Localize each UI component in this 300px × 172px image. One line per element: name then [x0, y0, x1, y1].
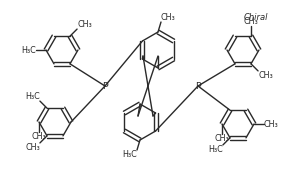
- Text: CH₃: CH₃: [77, 20, 92, 29]
- Text: CH₃: CH₃: [25, 143, 40, 152]
- Text: CH₃: CH₃: [161, 13, 176, 22]
- Text: P: P: [102, 82, 108, 90]
- Text: H₃C: H₃C: [208, 145, 223, 154]
- Text: Chiral: Chiral: [244, 13, 268, 22]
- Text: CH₃: CH₃: [264, 120, 279, 128]
- Text: CH₃: CH₃: [214, 134, 230, 143]
- Text: CH₃: CH₃: [244, 17, 258, 26]
- Text: CH₃: CH₃: [258, 71, 273, 80]
- Text: H₃C: H₃C: [122, 150, 137, 159]
- Text: H₃C: H₃C: [25, 92, 40, 101]
- Text: CH₃: CH₃: [32, 132, 46, 141]
- Text: H₃C: H₃C: [21, 46, 36, 55]
- Text: P: P: [195, 82, 201, 90]
